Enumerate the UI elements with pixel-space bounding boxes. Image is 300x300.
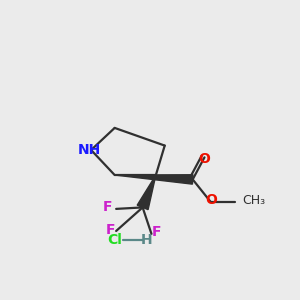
Text: H: H	[141, 233, 153, 247]
Text: F: F	[106, 223, 116, 236]
Text: F: F	[152, 225, 161, 239]
Text: CH₃: CH₃	[242, 194, 266, 207]
Text: NH: NH	[78, 143, 101, 157]
Polygon shape	[115, 175, 193, 184]
Text: O: O	[199, 152, 210, 166]
Polygon shape	[137, 175, 156, 210]
Text: O: O	[206, 193, 218, 207]
Text: Cl: Cl	[107, 233, 122, 247]
Text: F: F	[103, 200, 112, 214]
